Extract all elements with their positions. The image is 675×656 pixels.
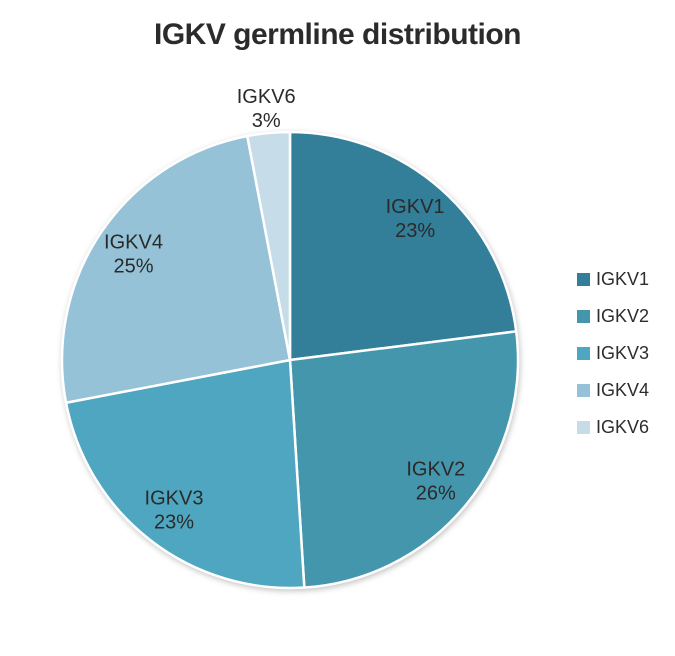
pie-slice-igkv6 [246,130,292,362]
legend-item-igkv2: IGKV2 [577,306,650,326]
slice-label-igkv3: IGKV3 23% [145,488,204,534]
legend-item-igkv3: IGKV3 [577,343,650,363]
pie-slice-igkv2 [288,330,520,589]
legend-swatch [577,347,590,360]
pie-slice-igkv3 [64,358,306,590]
pie-slices-group [60,130,520,590]
legend-item-igkv1: IGKV1 [577,269,650,289]
slice-label-igkv4: IGKV4 25% [104,232,163,278]
legend-swatch [577,310,590,323]
legend-swatch [577,273,590,286]
legend-label: IGKV6 [596,417,650,437]
slice-label-igkv2: IGKV2 26% [406,459,465,505]
legend-item-igkv4: IGKV4 [577,380,650,400]
slice-label-igkv1: IGKV1 23% [386,196,445,242]
legend-label: IGKV2 [596,306,650,326]
chart-title: IGKV germline distribution [153,18,522,51]
legend-label: IGKV4 [596,380,650,400]
legend-item-igkv6: IGKV6 [577,417,650,437]
pie-slice-igkv1 [288,130,518,362]
pie-labels-group: IGKV1 23% IGKV2 26% IGKV3 23% IGKV4 25% IGKV6 3% [104,86,465,534]
legend-swatch [577,421,590,434]
legend-label: IGKV3 [596,343,650,363]
pie-slice-igkv4 [60,134,292,404]
legend: IGKV1 IGKV2 IGKV3 IGKV4 IGKV6 [577,269,650,437]
legend-label: IGKV1 [596,269,650,289]
slice-label-igkv6: IGKV6 3% [237,86,296,132]
legend-swatch [577,384,590,397]
